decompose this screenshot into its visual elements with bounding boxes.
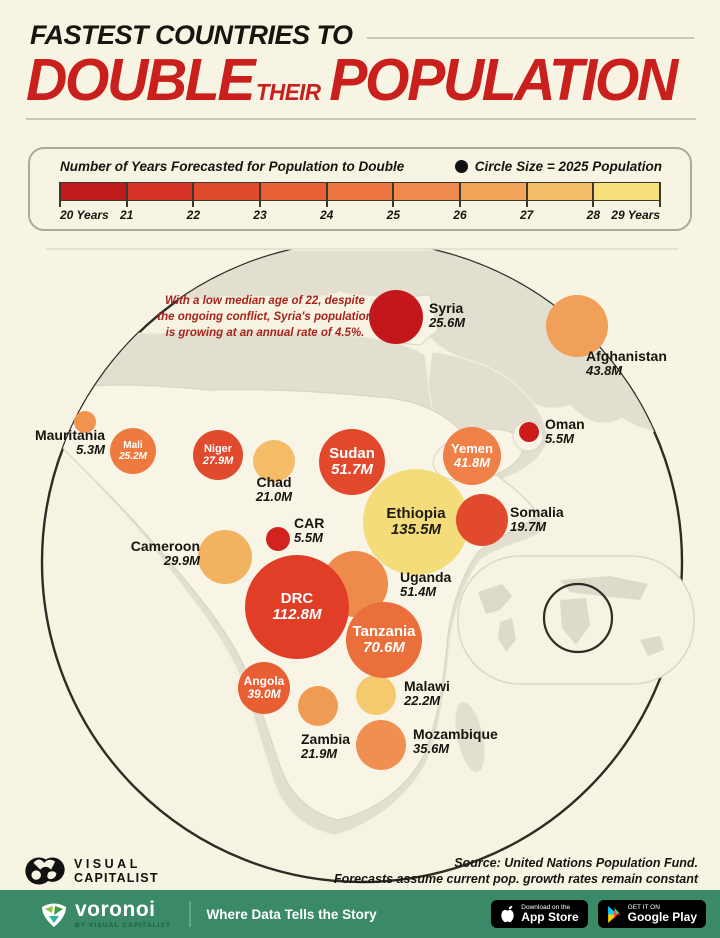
label-mozambique: Mozambique 35.6M	[413, 726, 498, 757]
google-play-line1: GET IT ON	[627, 903, 660, 911]
brandbar-divider	[189, 901, 191, 927]
label-angola: Angola 39.0M	[243, 673, 285, 701]
inset-highlight-circle	[542, 582, 614, 654]
bubble-somalia	[456, 494, 508, 546]
label-yemen: Yemen 41.8M	[451, 440, 493, 470]
visual-capitalist-logo: VISUAL CAPITALIST	[24, 852, 159, 890]
label-drc: DRC 112.8M	[272, 589, 322, 623]
label-ethiopia: Ethiopia 135.5M	[386, 504, 446, 538]
label-chad: Chad 21.0M	[255, 474, 293, 505]
voronoi-byline: BY VISUAL CAPITALIST	[75, 922, 172, 929]
title-underline	[26, 118, 696, 120]
label-afghanistan: Afghanistan 43.8M	[586, 348, 667, 379]
brandbar-tagline: Where Data Tells the Story	[206, 906, 377, 922]
color-scale-labels: 20 Years 21 22 23 24 25 26 27 28 29 Years	[60, 208, 660, 222]
header: FASTEST COUNTRIES TO	[30, 20, 694, 51]
google-play-line2: Google Play	[627, 909, 697, 924]
legend-title: Number of Years Forecasted for Populatio…	[60, 159, 405, 174]
syria-annotation: With a low median age of 22, despite the…	[157, 295, 373, 340]
vc-wordmark-line2: CAPITALIST	[74, 871, 159, 885]
label-syria: Syria 25.6M	[429, 300, 466, 331]
bubble-niger	[193, 430, 243, 480]
legend-panel: Number of Years Forecasted for Populatio…	[28, 147, 692, 231]
source-line1: Source: United Nations Population Fund.	[454, 856, 698, 870]
bubble-syria	[369, 290, 423, 344]
app-store-button[interactable]: Download on the App Store	[491, 900, 588, 928]
bubble-drc	[245, 555, 349, 659]
bubble-mauritania	[74, 411, 96, 433]
source-line2: Forecasts assume current pop. growth rat…	[334, 872, 698, 887]
page-title: DOUBLE THEIR POPULATION	[26, 51, 699, 110]
bubble-zambia	[298, 686, 338, 726]
circle-size-icon	[454, 160, 468, 173]
color-scale-bar	[59, 182, 661, 207]
bubble-uganda	[322, 551, 388, 617]
label-somalia: Somalia 19.7M	[510, 504, 564, 535]
title-word-double: DOUBLE	[26, 47, 256, 113]
label-sudan: Sudan 51.7M	[329, 444, 375, 478]
kicker-rule	[366, 36, 694, 39]
voronoi-icon	[42, 903, 66, 927]
google-play-icon	[607, 905, 621, 923]
label-malawi: Malawi 22.2M	[404, 678, 450, 709]
label-oman: Oman 5.5M	[545, 416, 585, 447]
bubble-afghanistan	[546, 295, 608, 357]
bubble-cameroon	[198, 530, 252, 584]
app-store-line2: App Store	[521, 909, 579, 924]
label-tanzania: Tanzania 70.6M	[352, 622, 416, 656]
voronoi-wordmark: voronoi	[75, 898, 156, 921]
bubble-malawi	[356, 675, 396, 715]
label-mauritania: Mauritania 5.3M	[34, 427, 105, 458]
label-zambia: Zambia 21.9M	[301, 731, 351, 762]
bubble-ethiopia	[363, 469, 469, 575]
brand-bar: voronoi BY VISUAL CAPITALIST Where Data …	[0, 890, 720, 938]
label-cameroon: Cameroon 29.9M	[130, 538, 200, 569]
bubble-car	[266, 527, 290, 551]
title-word-population: POPULATION	[329, 47, 678, 113]
label-niger: Niger 27.9M	[202, 442, 234, 467]
bubble-tanzania	[346, 602, 422, 678]
title-word-their: THEIR	[255, 79, 321, 105]
bubble-yemen	[443, 427, 501, 485]
vc-wordmark-line1: VISUAL	[74, 857, 141, 871]
apple-icon	[501, 905, 514, 923]
voronoi-logo: voronoi BY VISUAL CAPITALIST	[40, 899, 171, 929]
bubble-chad	[253, 440, 295, 482]
label-uganda: Uganda 51.4M	[400, 569, 452, 600]
bubble-angola	[238, 662, 290, 714]
kicker-title: FASTEST COUNTRIES TO	[30, 20, 353, 50]
bubble-mali	[110, 428, 156, 474]
legend-size-key: Circle Size = 2025 Population	[454, 159, 662, 174]
label-car: CAR 5.5M	[294, 515, 325, 546]
bubble-mozambique	[356, 720, 406, 770]
source-note: Source: United Nations Population Fund. …	[334, 855, 698, 888]
bubble-sudan	[319, 429, 385, 495]
inset-world-map	[457, 555, 695, 685]
legend-size-label: Circle Size = 2025 Population	[474, 159, 662, 174]
visual-capitalist-icon	[25, 857, 65, 885]
app-store-line1: Download on the	[521, 903, 571, 911]
google-play-button[interactable]: GET IT ON Google Play	[597, 900, 706, 928]
bubble-oman	[519, 422, 539, 442]
label-mali: Mali 25.2M	[119, 440, 147, 462]
